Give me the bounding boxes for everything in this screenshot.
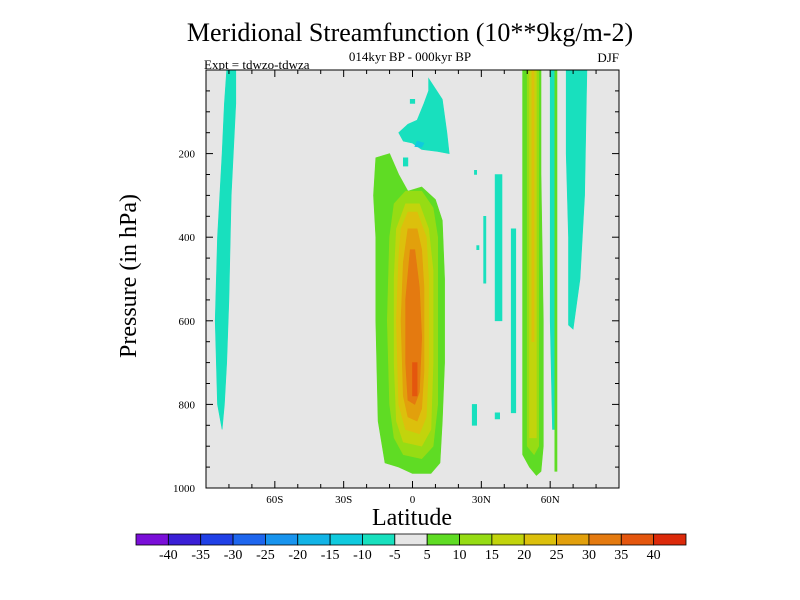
x-tick-label: 30N (472, 494, 491, 506)
colorbar-label: -35 (191, 548, 210, 563)
colorbar-box (426, 533, 460, 546)
colorbar-label: 35 (614, 548, 628, 563)
contour-region-nh-high-lat-cell (565, 69, 588, 330)
colorbar-box (200, 533, 234, 546)
contour-region-nh-cell-60-pos (554, 69, 558, 472)
contour-region-nh-tiny-1 (474, 170, 478, 175)
x-tick-label: 60N (541, 494, 560, 506)
contour-region-equatorial-tropopause-cell-2 (414, 140, 425, 148)
contour-region-nh-sliver-3 (510, 228, 517, 414)
colorbar-label: 30 (582, 548, 596, 563)
x-axis-label: Latitude (372, 505, 452, 531)
colorbar-box (232, 533, 266, 546)
colorbar-box (329, 533, 363, 546)
colorbar-label: -5 (389, 548, 401, 563)
chart-subtitle: 014kyr BP - 000kyr BP (349, 49, 471, 64)
colorbar-box (135, 533, 169, 546)
contour-region-equatorial-tropopause-cell-1 (398, 77, 450, 154)
contour-region-nh-tiny-2 (476, 245, 480, 250)
chart-title: Meridional Streamfunction (10**9kg/m-2) (187, 18, 633, 47)
y-tick-label: 800 (179, 399, 196, 411)
y-tick-label: 600 (179, 316, 196, 328)
colorbar (135, 533, 687, 546)
contour-region-nh-sliver-2 (494, 174, 503, 322)
x-tick-label: 60S (266, 494, 283, 506)
tick-labels: 60S 30S 0 30N 60N 200 400 600 800 1000 (173, 149, 560, 506)
colorbar-label: 20 (517, 548, 531, 563)
contour-region-nh-sliver-1 (483, 216, 487, 284)
colorbar-labels: -40 -35 -30 -25 -20 -15 -10 -5 5 10 15 20 25 30 35 40 (159, 548, 661, 563)
contour-region-nh-tiny-3 (494, 412, 501, 420)
colorbar-box (653, 533, 687, 546)
contour-regions (214, 69, 588, 476)
colorbar-box (394, 533, 428, 546)
contour-region-small-cell-sh (409, 99, 416, 104)
colorbar-label: 40 (647, 548, 661, 563)
contour-region-eq-cell-level-30 (405, 249, 423, 405)
colorbar-label: 10 (453, 548, 467, 563)
colorbar-box (167, 533, 202, 546)
colorbar-box (588, 533, 622, 546)
contour-region-nh-sliver-4 (471, 404, 478, 426)
contour-region-eq-cell-level-35 (412, 362, 418, 397)
contour-region-sh-high-lat-cell (214, 69, 237, 430)
colorbar-label: -25 (256, 548, 275, 563)
y-tick-label: 1000 (173, 483, 196, 495)
colorbar-label: -40 (159, 548, 178, 563)
y-tick-label: 400 (179, 232, 196, 244)
colorbar-label: 25 (550, 548, 564, 563)
season-label: DJF (597, 50, 619, 65)
y-tick-label: 200 (179, 149, 196, 161)
colorbar-box (556, 533, 590, 546)
colorbar-label: -30 (224, 548, 243, 563)
axis-ticks (205, 70, 620, 489)
colorbar-label: -15 (321, 548, 340, 563)
colorbar-box (297, 533, 331, 546)
colorbar-label: -20 (288, 548, 307, 563)
colorbar-label: 15 (485, 548, 499, 563)
x-tick-label: 30S (335, 494, 352, 506)
colorbar-box (620, 533, 655, 546)
colorbar-box (265, 533, 299, 546)
colorbar-box (491, 533, 525, 546)
colorbar-box (362, 533, 396, 546)
colorbar-label: 5 (424, 548, 431, 563)
contour-region-nh-mid-lat-cell-level-20 (531, 69, 535, 343)
contour-region-small-cell-equator (402, 157, 409, 167)
experiment-label: Expt = tdwzo-tdwza (204, 57, 310, 72)
colorbar-box (459, 533, 493, 546)
x-tick-label: 0 (410, 494, 416, 506)
colorbar-label: -10 (353, 548, 372, 563)
colorbar-box (523, 533, 557, 546)
y-axis-label: Pressure (in hPa) (116, 194, 142, 358)
